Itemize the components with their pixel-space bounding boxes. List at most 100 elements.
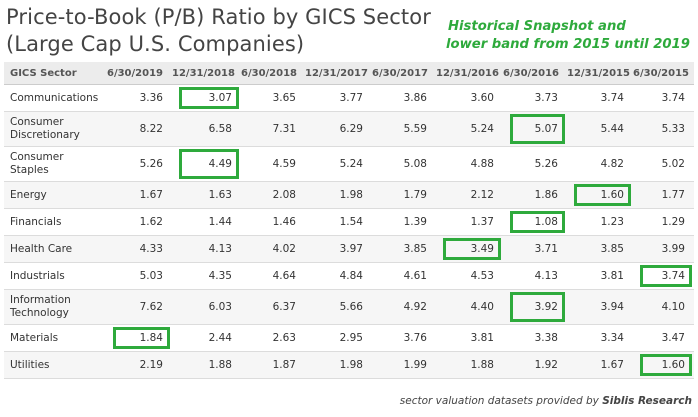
column-header: 6/30/2015 — [633, 62, 694, 85]
value-cell: 1.87 — [241, 351, 305, 379]
sector-cell: Information Technology — [4, 289, 106, 325]
note-line-2: lower band from 2015 until 2019 — [446, 37, 690, 52]
value-cell: 1.63 — [172, 181, 241, 209]
value-cell: 4.40 — [436, 289, 503, 325]
value-cell: 5.24 — [305, 146, 372, 182]
value-cell: 5.44 — [567, 111, 633, 147]
value-cell: 3.36 — [106, 84, 172, 112]
sector-label-line: Staples — [10, 164, 49, 176]
sector-label-line: Information — [10, 294, 71, 306]
lowest-value-cell: 1.60 — [633, 351, 694, 379]
table-row: Utilities 2.19 1.88 1.87 1.98 1.99 1.88 1.92 1.6… — [4, 351, 694, 379]
lowest-value-cell: 3.49 — [436, 235, 503, 263]
sector-label-line: Consumer — [10, 116, 64, 128]
value-cell: 1.44 — [172, 208, 241, 236]
note-line-1: Historical Snapshot and — [448, 19, 626, 34]
lowest-value-cell: 1.60 — [567, 181, 633, 209]
lowest-value-cell: 3.07 — [172, 84, 241, 112]
value-cell: 2.19 — [106, 351, 172, 379]
table-row: Financials 1.62 1.44 1.46 1.54 1.39 1.37 1.08 1.… — [4, 208, 694, 236]
column-header: 12/31/2015 — [567, 62, 633, 85]
value-cell: 5.33 — [633, 111, 694, 147]
value-cell: 5.24 — [436, 111, 503, 147]
table-row: Consumer Staples 5.26 4.49 4.59 5.24 5.08 4.88 5… — [4, 146, 694, 182]
value-cell: 4.59 — [241, 146, 305, 182]
value-cell: 1.39 — [372, 208, 436, 236]
sector-label-line: Discretionary — [10, 129, 80, 141]
sector-label-line: Health Care — [10, 242, 73, 255]
sector-cell: Utilities — [4, 351, 106, 379]
lowest-value-cell: 1.84 — [106, 324, 172, 352]
value-cell: 4.82 — [567, 146, 633, 182]
value-cell: 1.23 — [567, 208, 633, 236]
value-cell: 3.74 — [633, 84, 694, 112]
value-cell: 1.54 — [305, 208, 372, 236]
value-cell: 4.13 — [172, 235, 241, 263]
value-cell: 1.92 — [503, 351, 567, 379]
value-cell: 1.37 — [436, 208, 503, 236]
lowest-value-cell: 1.08 — [503, 208, 567, 236]
value-cell: 4.33 — [106, 235, 172, 263]
value-cell: 5.03 — [106, 262, 172, 290]
value-cell: 3.71 — [503, 235, 567, 263]
value-cell: 3.99 — [633, 235, 694, 263]
value-cell: 3.73 — [503, 84, 567, 112]
value-cell: 3.47 — [633, 324, 694, 352]
credit-brand: Siblis Research — [602, 395, 692, 407]
value-cell: 4.84 — [305, 262, 372, 290]
value-cell: 3.81 — [567, 262, 633, 290]
table-row: Industrials 5.03 4.35 4.64 4.84 4.61 4.53 4.13 3… — [4, 262, 694, 290]
value-cell: 3.65 — [241, 84, 305, 112]
column-header: 12/31/2018 — [172, 62, 241, 85]
value-cell: 3.85 — [372, 235, 436, 263]
value-cell: 5.26 — [503, 146, 567, 182]
table-row: Communications 3.36 3.07 3.65 3.77 3.86 3.60 3.… — [4, 84, 694, 112]
sector-label-line: Industrials — [10, 269, 65, 282]
value-cell: 3.94 — [567, 289, 633, 325]
lowest-value-cell: 4.49 — [172, 146, 241, 182]
value-cell: 3.77 — [305, 84, 372, 112]
column-header: 12/31/2017 — [305, 62, 372, 85]
table-row: Materials 1.84 2.44 2.63 2.95 3.76 3.81 3.38 3.3… — [4, 324, 694, 352]
value-cell: 3.81 — [436, 324, 503, 352]
sector-label-line: Materials — [10, 331, 59, 344]
value-cell: 3.85 — [567, 235, 633, 263]
sector-label-line: Communications — [10, 91, 99, 104]
value-cell: 1.62 — [106, 208, 172, 236]
value-cell: 2.08 — [241, 181, 305, 209]
sector-cell: Consumer Discretionary — [4, 111, 106, 147]
value-cell: 4.88 — [436, 146, 503, 182]
column-header: 6/30/2018 — [241, 62, 305, 85]
snapshot-note: Historical Snapshot and lower band from … — [446, 18, 694, 54]
value-cell: 3.74 — [567, 84, 633, 112]
value-cell: 6.03 — [172, 289, 241, 325]
title-line-2: (Large Cap U.S. Companies) — [6, 32, 305, 56]
sector-cell: Materials — [4, 324, 106, 352]
value-cell: 4.10 — [633, 289, 694, 325]
source-credit: sector valuation datasets provided by Si… — [400, 395, 692, 407]
value-cell: 4.53 — [436, 262, 503, 290]
value-cell: 7.62 — [106, 289, 172, 325]
table-row: Energy 1.67 1.63 2.08 1.98 1.79 2.12 1.86 1.60 1.… — [4, 181, 694, 209]
page-title: Price-to-Book (P/B) Ratio by GICS Sector… — [6, 4, 431, 58]
table-row: Consumer Discretionary 8.22 6.58 7.31 6.29 5.5… — [4, 111, 694, 147]
value-cell: 2.12 — [436, 181, 503, 209]
title-line-1: Price-to-Book (P/B) Ratio by GICS Sector — [6, 5, 431, 29]
table-row: Information Technology 7.62 6.03 6.37 5.66 4.9… — [4, 289, 694, 325]
value-cell: 7.31 — [241, 111, 305, 147]
lowest-value-cell: 3.74 — [633, 262, 694, 290]
value-cell: 1.29 — [633, 208, 694, 236]
value-cell: 5.26 — [106, 146, 172, 182]
column-header: 6/30/2019 — [106, 62, 172, 85]
sector-cell: Industrials — [4, 262, 106, 290]
value-cell: 3.34 — [567, 324, 633, 352]
table-body: Communications 3.36 3.07 3.65 3.77 3.86 3.60 3.… — [4, 84, 694, 379]
value-cell: 1.77 — [633, 181, 694, 209]
value-cell: 4.02 — [241, 235, 305, 263]
value-cell: 4.61 — [372, 262, 436, 290]
value-cell: 4.13 — [503, 262, 567, 290]
value-cell: 2.63 — [241, 324, 305, 352]
sector-label-line: Technology — [10, 307, 69, 319]
value-cell: 5.08 — [372, 146, 436, 182]
value-cell: 3.86 — [372, 84, 436, 112]
